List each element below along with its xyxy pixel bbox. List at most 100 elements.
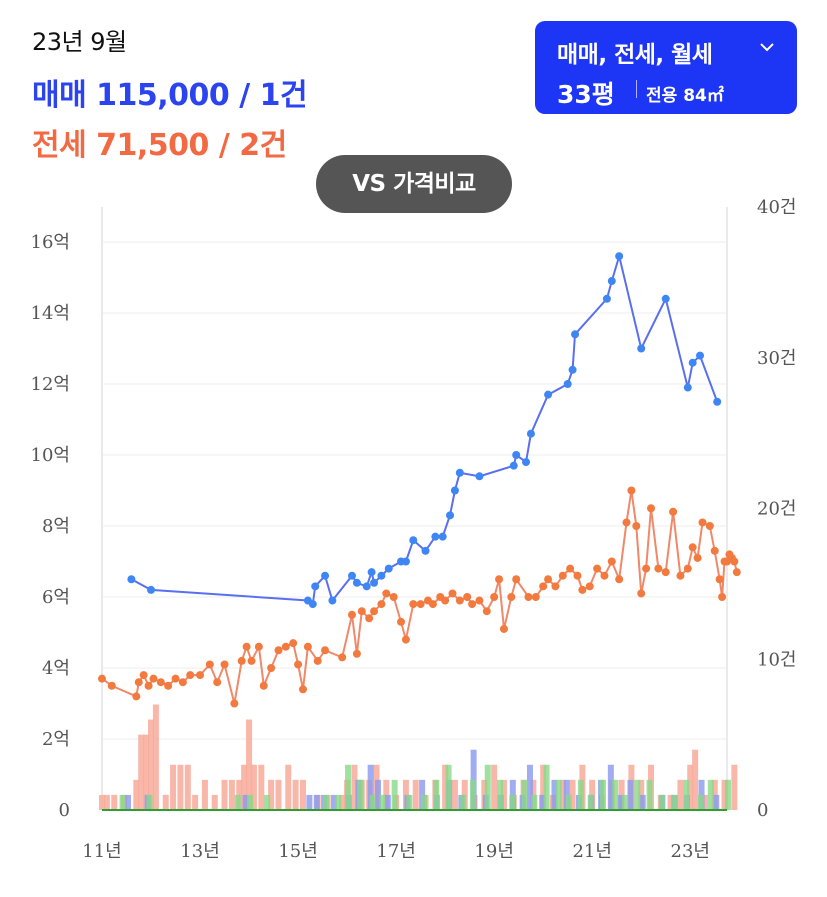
volume-bar <box>247 794 254 810</box>
volume-bar <box>379 794 386 810</box>
volume-bar <box>241 764 248 810</box>
volume-bar <box>133 779 140 810</box>
volume-bar <box>375 779 382 810</box>
volume-bar <box>484 764 491 810</box>
volume-bar <box>152 704 159 810</box>
volume-bar <box>701 794 708 810</box>
volume-bar <box>577 779 584 810</box>
volume-bar <box>521 779 528 810</box>
jeonse-point <box>698 518 707 527</box>
volume-bar <box>707 779 714 810</box>
y-right-tick-label: 40건 <box>757 197 796 218</box>
jeonse-point <box>593 564 602 573</box>
sale-point <box>127 575 136 584</box>
volume-bar <box>339 794 346 810</box>
volume-bar <box>543 764 550 810</box>
jeonse-point <box>600 571 609 580</box>
y-left-tick-label: 8억 <box>42 516 70 537</box>
volume-bar <box>369 794 376 810</box>
sale-point <box>602 294 611 303</box>
volume-bar <box>509 794 516 810</box>
sale-point <box>370 578 379 587</box>
sale-point <box>450 486 459 495</box>
jeonse-point <box>632 522 641 530</box>
size-label: 33평 <box>557 80 615 109</box>
volume-bar <box>184 764 191 810</box>
jeonse-point <box>338 653 347 662</box>
jeonse-point <box>482 607 491 616</box>
sale-point <box>661 294 670 303</box>
sale-point <box>377 571 386 580</box>
volume-bar <box>565 794 572 810</box>
jeonse-point <box>220 660 229 669</box>
jeonse-point <box>230 699 239 708</box>
volume-bar <box>170 764 177 810</box>
jeonse-point <box>298 685 307 694</box>
jeonse-point <box>186 671 195 680</box>
volume-bar <box>125 794 132 810</box>
jeonse-point <box>715 575 724 584</box>
y-right-tick-label: 10건 <box>757 649 796 670</box>
y-left-tick-label: 12억 <box>31 374 70 395</box>
volume-bar <box>228 779 235 810</box>
volume-bar <box>531 794 538 810</box>
jeonse-point <box>455 596 464 605</box>
volume-bar <box>470 779 477 810</box>
volume-bar <box>731 764 738 810</box>
sale-point <box>509 461 518 470</box>
x-tick-label: 17년 <box>376 841 415 862</box>
volume-bar <box>540 764 547 810</box>
x-tick-label: 19년 <box>474 841 513 862</box>
y-left-tick-label: 10억 <box>31 445 70 466</box>
jeonse-point <box>352 649 361 658</box>
volume-bar <box>250 764 257 810</box>
volume-bar <box>677 779 684 810</box>
jeonse-point <box>688 543 697 552</box>
sale-point <box>409 536 418 545</box>
sale-point <box>401 557 410 566</box>
y-left-tick-label: 16억 <box>31 232 70 253</box>
volume-bar <box>292 779 299 810</box>
jeonse-point <box>196 671 205 680</box>
sale-point <box>544 390 553 399</box>
volume-bar <box>192 794 199 810</box>
volume-bar <box>391 779 398 810</box>
jeonse-point <box>654 564 663 573</box>
jeonse-point <box>281 642 290 651</box>
volume-bar <box>313 794 320 810</box>
sale-point <box>308 600 317 609</box>
jeonse-point <box>321 646 330 655</box>
compare-button[interactable]: VS 가격비교 <box>316 155 512 213</box>
summary-header: 23년 9월 매매 115,000 / 1건 전세 71,500 / 2건 <box>0 0 827 163</box>
volume-bar <box>697 794 704 810</box>
sale-point <box>438 532 447 541</box>
jeonse-point <box>348 610 356 619</box>
volume-bar <box>306 794 313 810</box>
sale-point <box>147 585 156 594</box>
volume-bar <box>221 779 228 810</box>
jeonse-point <box>171 674 180 683</box>
jeonse-point <box>622 518 631 527</box>
jeonse-point <box>156 678 165 687</box>
volume-bar <box>299 779 306 810</box>
sale-point <box>688 358 697 367</box>
volume-bar <box>692 749 699 810</box>
filter-button[interactable]: 매매, 전세, 월세 33평 전용 84㎡ <box>535 21 797 114</box>
volume-bar <box>275 779 282 810</box>
volume-bar <box>421 794 428 810</box>
jeonse-point <box>205 660 214 669</box>
volume-bar <box>646 779 653 810</box>
jeonse-point <box>578 585 587 594</box>
jeonse-point <box>259 681 268 690</box>
sale-point <box>321 571 330 580</box>
jeonse-point <box>289 639 298 648</box>
jeonse-point <box>254 642 263 651</box>
jeonse-point <box>490 593 499 601</box>
volume-bar <box>627 779 634 810</box>
jeonse-point <box>448 589 457 598</box>
volume-bar <box>559 779 566 810</box>
sale-point <box>713 397 722 406</box>
jeonse-point <box>401 635 410 644</box>
volume-bar <box>445 764 452 810</box>
volume-bar <box>412 779 419 810</box>
